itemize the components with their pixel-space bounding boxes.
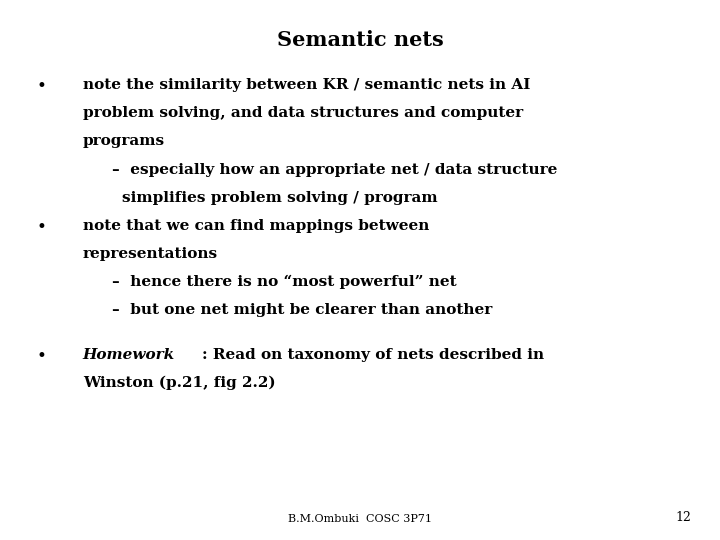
Text: •: •: [37, 219, 47, 235]
Text: •: •: [37, 348, 47, 365]
Text: problem solving, and data structures and computer: problem solving, and data structures and…: [83, 106, 523, 120]
Text: Semantic nets: Semantic nets: [276, 30, 444, 50]
Text: note the similarity between KR / semantic nets in AI: note the similarity between KR / semanti…: [83, 78, 530, 92]
Text: simplifies problem solving / program: simplifies problem solving / program: [122, 191, 438, 205]
Text: –  but one net might be clearer than another: – but one net might be clearer than anot…: [112, 303, 492, 317]
Text: : Read on taxonomy of nets described in: : Read on taxonomy of nets described in: [202, 348, 544, 362]
Text: •: •: [37, 78, 47, 95]
Text: Homework: Homework: [83, 348, 175, 362]
Text: programs: programs: [83, 134, 165, 149]
Text: 12: 12: [675, 511, 691, 524]
Text: –  hence there is no “most powerful” net: – hence there is no “most powerful” net: [112, 275, 456, 289]
Text: Winston (p.21, fig 2.2): Winston (p.21, fig 2.2): [83, 376, 276, 390]
Text: B.M.Ombuki  COSC 3P71: B.M.Ombuki COSC 3P71: [288, 514, 432, 524]
Text: representations: representations: [83, 247, 218, 261]
Text: note that we can find mappings between: note that we can find mappings between: [83, 219, 429, 233]
Text: –  especially how an appropriate net / data structure: – especially how an appropriate net / da…: [112, 163, 557, 177]
